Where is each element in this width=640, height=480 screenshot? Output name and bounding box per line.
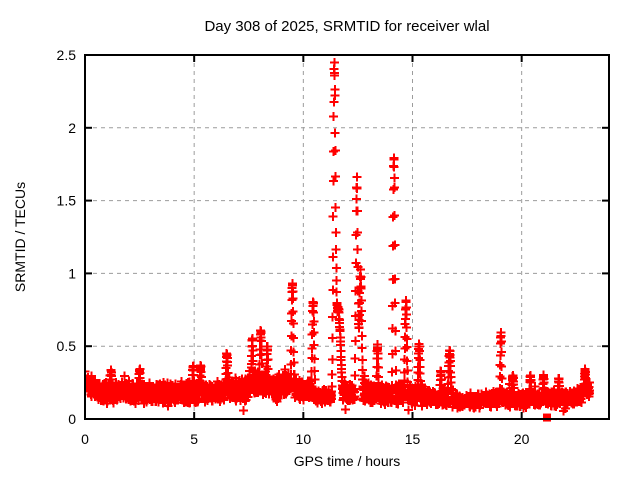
x-axis-label: GPS time / hours (294, 453, 401, 469)
x-tick-label: 10 (296, 431, 312, 447)
plot-border (84, 54, 610, 420)
axis-tick-labels: 0 5 10 15 20 0 0.5 1 1.5 2 2.5 (57, 47, 530, 447)
x-tick-label: 5 (190, 431, 198, 447)
y-tick-label: 1 (68, 265, 76, 281)
x-tick-label: 0 (81, 431, 89, 447)
srmtid-plus-markers (85, 57, 595, 416)
y-tick-label: 2.5 (57, 47, 77, 63)
x-tick-label: 15 (405, 431, 421, 447)
y-tick-label: 0.5 (57, 338, 77, 354)
y-tick-label: 0 (68, 411, 76, 427)
y-tick-label: 2 (68, 120, 76, 136)
flag-square-markers (542, 413, 551, 422)
data-series-group (85, 57, 595, 416)
x-tick-label: 20 (514, 431, 530, 447)
grid-lines (85, 55, 609, 419)
axis-ticks (84, 54, 609, 420)
y-axis-label: SRMTID / TECUs (12, 182, 28, 292)
y-tick-label: 1.5 (57, 193, 77, 209)
flag-square-point (542, 413, 551, 422)
chart-title: Day 308 of 2025, SRMTID for receiver wla… (204, 18, 489, 35)
